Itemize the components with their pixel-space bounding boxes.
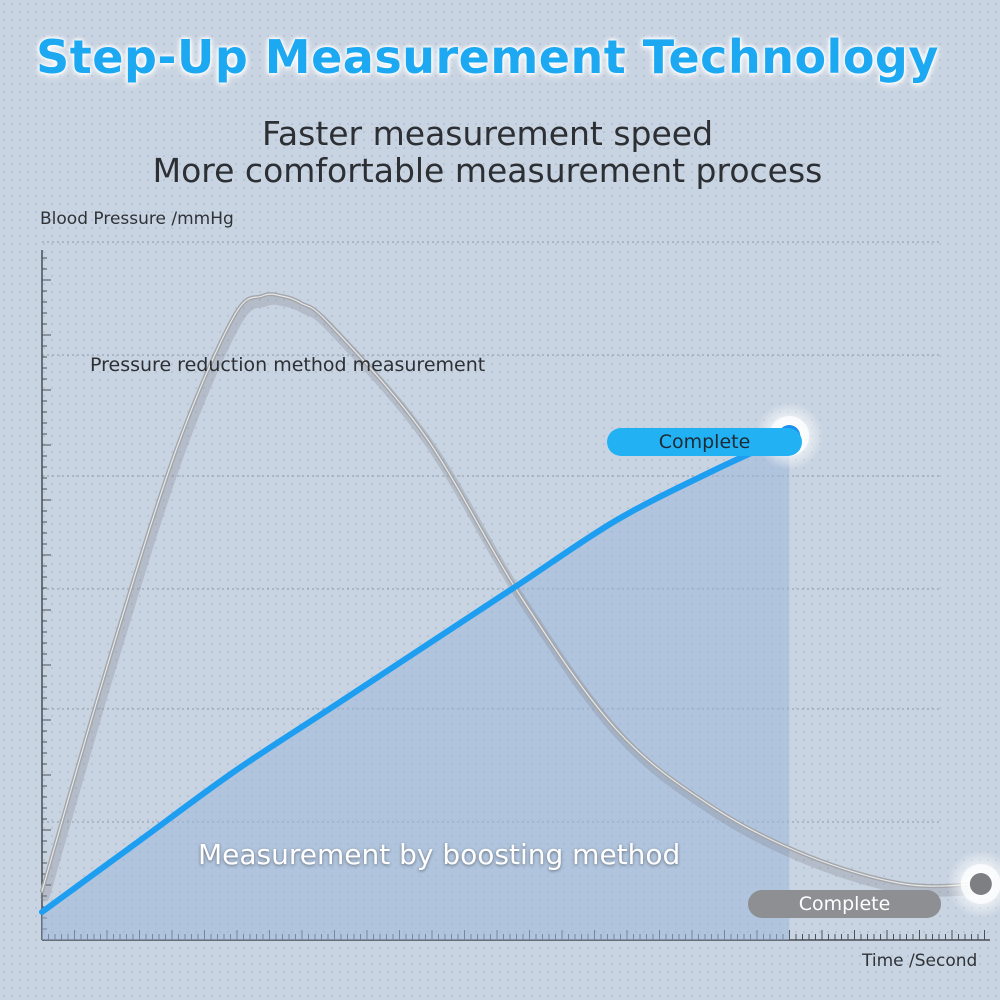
reduction-series-label: Pressure reduction method measurement xyxy=(90,354,486,376)
subtitle-line-2: More comfortable measurement process xyxy=(152,151,823,190)
boost-area-fill xyxy=(42,436,790,940)
reduction-end-point xyxy=(969,873,992,895)
reduction-complete-badge: Complete xyxy=(748,890,941,918)
subtitle-line-1: Faster measurement speed xyxy=(261,114,714,153)
page-title: Step-Up Measurement Technology xyxy=(36,30,939,84)
reduction-line-highlight xyxy=(41,293,982,892)
boost-complete-badge: Complete xyxy=(607,428,802,456)
boost-series-label: Measurement by boosting method xyxy=(198,838,681,871)
boost-method-line xyxy=(39,433,793,915)
x-axis-label: Time /Second xyxy=(862,951,978,971)
y-axis-label: Blood Pressure /mmHg xyxy=(40,209,234,229)
